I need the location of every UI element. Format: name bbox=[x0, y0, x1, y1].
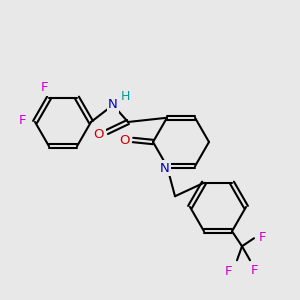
Text: O: O bbox=[119, 134, 129, 146]
Text: F: F bbox=[250, 264, 258, 277]
Text: N: N bbox=[160, 162, 170, 175]
Text: F: F bbox=[19, 113, 27, 127]
Text: F: F bbox=[258, 231, 266, 244]
Text: O: O bbox=[94, 128, 104, 140]
Text: F: F bbox=[40, 81, 48, 94]
Text: H: H bbox=[120, 91, 130, 103]
Text: N: N bbox=[108, 98, 118, 112]
Text: F: F bbox=[225, 265, 233, 278]
